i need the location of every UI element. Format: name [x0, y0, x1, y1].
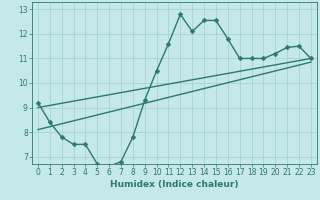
X-axis label: Humidex (Indice chaleur): Humidex (Indice chaleur)	[110, 180, 239, 189]
